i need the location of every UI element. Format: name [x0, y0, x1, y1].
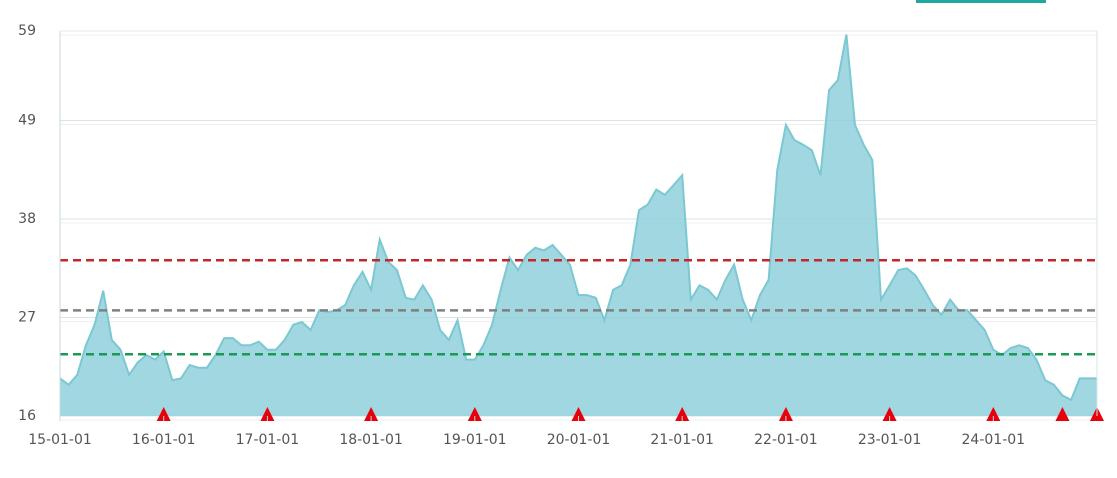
y-tick-label: 38	[18, 211, 36, 227]
x-tick-label: 22-01-01	[754, 432, 818, 448]
x-tick-label: 19-01-01	[443, 432, 507, 448]
x-tick-label: 24-01-01	[962, 432, 1026, 448]
x-tick-label: 20-01-01	[547, 432, 611, 448]
event-marker	[467, 407, 482, 421]
y-tick-label: 49	[18, 113, 36, 129]
x-tick-label: 23-01-01	[858, 432, 922, 448]
event-marker	[986, 407, 1001, 421]
x-tick-label: 17-01-01	[236, 432, 300, 448]
x-tick-label: 21-01-01	[650, 432, 714, 448]
event-marker	[1055, 407, 1070, 421]
x-tick-label: 18-01-01	[339, 432, 403, 448]
plot-area	[59, 34, 1104, 421]
y-tick-label: 16	[18, 408, 36, 424]
x-tick-label: 15-01-01	[28, 432, 92, 448]
event-marker	[882, 407, 897, 421]
area-fill	[60, 34, 1097, 416]
event-marker	[571, 407, 586, 421]
y-tick-label: 27	[18, 310, 36, 326]
x-tick-label: 16-01-01	[132, 432, 196, 448]
event-marker	[364, 407, 379, 421]
area-line	[59, 34, 1097, 402]
event-marker	[675, 407, 690, 421]
event-marker	[156, 407, 171, 421]
axes: 16 27 38 49 59 15-01-01 16-01-01 17-01-01 18-01-…	[18, 23, 1098, 448]
y-tick-label: 59	[18, 23, 36, 39]
event-marker	[260, 407, 275, 421]
event-marker	[778, 407, 793, 421]
tab-indicator	[916, 0, 1046, 3]
